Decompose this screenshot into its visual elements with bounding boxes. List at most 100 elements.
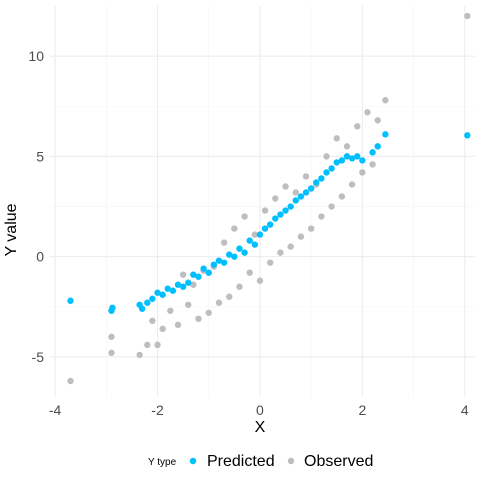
predicted-point <box>159 291 166 298</box>
observed-point <box>464 12 471 20</box>
observed-points <box>67 12 471 385</box>
predicted-point <box>185 279 192 286</box>
observed-point <box>302 173 310 180</box>
observed-point <box>323 153 330 160</box>
predicted-point <box>328 165 335 172</box>
predicted-point <box>144 299 151 306</box>
predicted-point <box>220 259 228 266</box>
observed-point <box>272 195 279 202</box>
observed-point <box>282 183 289 190</box>
legend: Y type Predicted Observed <box>148 453 373 470</box>
predicted-point <box>246 237 253 244</box>
predicted-point <box>287 203 294 210</box>
observed-point <box>354 123 361 130</box>
predicted-point <box>333 159 340 166</box>
predicted-point <box>109 304 116 311</box>
x-tick-label: 0 <box>256 402 264 418</box>
x-tick-label: -2 <box>151 402 164 418</box>
predicted-point <box>251 241 259 248</box>
predicted-point <box>210 261 218 268</box>
predicted-point <box>369 149 376 156</box>
predicted-point <box>374 143 381 150</box>
predicted-point <box>205 269 212 276</box>
predicted-point <box>343 153 351 160</box>
observed-point <box>338 193 346 200</box>
x-tick-label: 4 <box>461 402 469 418</box>
predicted-point <box>261 225 269 232</box>
predicted-point <box>200 265 207 272</box>
predicted-point <box>241 249 248 256</box>
predicted-point <box>231 253 238 260</box>
observed-point <box>159 325 166 333</box>
predicted-point <box>272 215 279 222</box>
x-axis-title: X <box>255 419 266 436</box>
observed-point <box>231 225 238 232</box>
observed-point <box>67 377 74 385</box>
predicted-point <box>292 197 299 204</box>
y-tick-label: 5 <box>36 148 44 164</box>
observed-point <box>167 307 174 314</box>
predicted-point <box>236 245 243 252</box>
predicted-point <box>195 273 202 280</box>
observed-point <box>256 277 264 284</box>
legend-label-predicted: Predicted <box>207 453 275 470</box>
predicted-point <box>382 131 389 138</box>
predicted-point <box>190 271 197 278</box>
predicted-point <box>282 207 289 214</box>
observed-point <box>108 349 115 357</box>
legend-title: Y type <box>148 457 177 468</box>
predicted-point <box>169 287 177 294</box>
x-tick-label: -4 <box>49 402 62 418</box>
legend-label-observed: Observed <box>304 453 373 470</box>
predicted-point <box>215 257 223 264</box>
predicted-point <box>354 153 361 160</box>
observed-point <box>236 283 243 290</box>
observed-point <box>174 321 182 329</box>
observed-point <box>318 213 325 220</box>
y-axis-ticks: -5 0 5 10 <box>28 48 44 365</box>
x-axis-ticks: -4 -2 0 2 4 <box>49 402 469 418</box>
observed-point <box>149 317 156 325</box>
observed-point <box>154 341 161 349</box>
predicted-point <box>323 169 330 176</box>
predicted-points <box>67 131 471 314</box>
observed-point <box>382 97 389 104</box>
observed-point <box>261 207 269 214</box>
predicted-point <box>307 185 315 192</box>
observed-point <box>348 181 356 188</box>
observed-point <box>195 315 202 322</box>
y-tick-label: 0 <box>36 249 44 265</box>
y-axis-title: Y value <box>3 203 20 256</box>
y-tick-label: 10 <box>28 48 44 64</box>
predicted-point <box>179 283 187 290</box>
predicted-point <box>226 251 233 258</box>
predicted-point <box>318 175 325 182</box>
predicted-point <box>297 193 305 200</box>
predicted-point <box>266 221 274 228</box>
predicted-point <box>154 289 161 296</box>
observed-point <box>246 269 253 276</box>
observed-point <box>333 135 340 142</box>
predicted-point <box>464 132 471 139</box>
observed-point <box>343 143 351 150</box>
predicted-point <box>174 281 182 288</box>
observed-point <box>241 213 248 220</box>
predicted-point <box>348 155 356 162</box>
observed-point <box>108 333 115 341</box>
observed-point <box>266 259 274 266</box>
observed-point <box>287 243 294 250</box>
observed-point <box>297 233 305 240</box>
predicted-point <box>149 295 156 302</box>
observed-point <box>226 293 233 300</box>
observed-point <box>190 281 197 288</box>
observed-point <box>292 189 299 196</box>
x-tick-label: 2 <box>358 402 366 418</box>
predicted-point <box>67 297 74 304</box>
observed-point <box>364 109 371 116</box>
observed-point <box>307 225 315 232</box>
observed-point <box>205 309 212 316</box>
observed-point <box>374 117 381 124</box>
observed-point <box>220 239 228 246</box>
legend-key-predicted <box>189 457 197 465</box>
